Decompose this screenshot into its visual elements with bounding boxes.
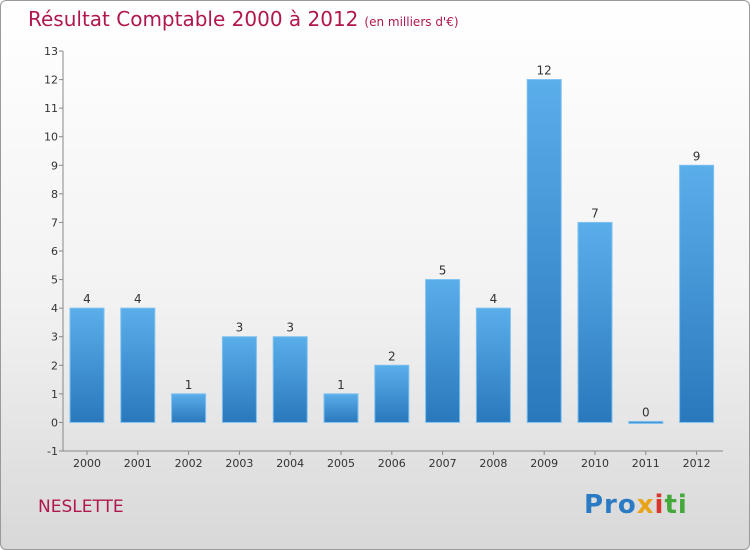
bar xyxy=(526,79,562,423)
x-tick-label: 2002 xyxy=(175,457,203,470)
y-tick-label: 6 xyxy=(51,245,58,258)
bar xyxy=(374,364,410,423)
data-label: 3 xyxy=(286,321,294,335)
labels: 4 2000 4 2001 1 2002 3 2003 3 2004 1 2005 2 2006 5 2007… xyxy=(73,64,711,470)
data-label: 4 xyxy=(490,292,498,306)
data-label: 4 xyxy=(83,292,91,306)
y-tick-label: 10 xyxy=(44,131,58,144)
y-tick-label: 5 xyxy=(51,274,58,287)
bar xyxy=(475,307,511,423)
bar xyxy=(69,307,105,423)
data-label: 3 xyxy=(236,321,244,335)
y-tick-label: 2 xyxy=(51,359,58,372)
logo-part: Pro xyxy=(584,490,637,520)
y-tick-label: 4 xyxy=(51,302,58,315)
x-tick-label: 2005 xyxy=(327,457,355,470)
bars xyxy=(69,79,715,424)
bar xyxy=(221,336,257,423)
y-tick-label: 7 xyxy=(51,216,58,229)
y-tick-label: 9 xyxy=(51,159,58,172)
bar xyxy=(425,279,461,423)
bar xyxy=(171,393,207,423)
x-tick-label: 2001 xyxy=(124,457,152,470)
y-tick-label: 8 xyxy=(51,188,58,201)
y-tick-label: 12 xyxy=(44,74,58,87)
x-tick-label: 2008 xyxy=(479,457,507,470)
y-tick-label: 1 xyxy=(51,388,58,401)
x-tick-label: 2003 xyxy=(225,457,253,470)
bar xyxy=(120,307,156,423)
data-label: 1 xyxy=(337,378,345,392)
chart-title-text: Résultat Comptable 2000 à 2012 xyxy=(28,7,359,31)
data-label: 4 xyxy=(134,292,142,306)
x-tick-label: 2000 xyxy=(73,457,101,470)
y-tick-label: -1 xyxy=(47,445,58,458)
bar xyxy=(323,393,359,423)
bar xyxy=(628,420,664,424)
data-label: 2 xyxy=(388,349,396,363)
data-label: 0 xyxy=(642,405,650,419)
x-tick-label: 2011 xyxy=(632,457,660,470)
data-label: 12 xyxy=(537,64,552,78)
x-tick-label: 2004 xyxy=(276,457,304,470)
proxiti-logo: Proxiti xyxy=(584,490,688,520)
x-tick-label: 2010 xyxy=(581,457,609,470)
y-tick-label: 13 xyxy=(44,45,58,58)
data-label: 7 xyxy=(591,206,599,220)
chart-title: Résultat Comptable 2000 à 2012 (en millie… xyxy=(28,7,459,31)
x-tick-label: 2006 xyxy=(378,457,406,470)
data-label: 5 xyxy=(439,264,447,278)
y-tick-label: 3 xyxy=(51,331,58,344)
logo-part: i xyxy=(654,490,665,520)
y-tick-label: 0 xyxy=(51,416,58,429)
place-name: NESLETTE xyxy=(38,497,124,517)
chart-subtitle: (en milliers d'€) xyxy=(364,15,459,29)
x-tick-label: 2007 xyxy=(429,457,457,470)
logo-part: ti xyxy=(664,490,688,520)
bar xyxy=(679,164,715,423)
x-tick-label: 2012 xyxy=(683,457,711,470)
bar xyxy=(272,336,308,423)
bar xyxy=(577,221,613,423)
data-label: 9 xyxy=(693,149,701,163)
data-label: 1 xyxy=(185,378,193,392)
logo-part: x xyxy=(636,490,655,520)
x-tick-label: 2009 xyxy=(530,457,558,470)
y-tick-label: 11 xyxy=(44,102,58,115)
